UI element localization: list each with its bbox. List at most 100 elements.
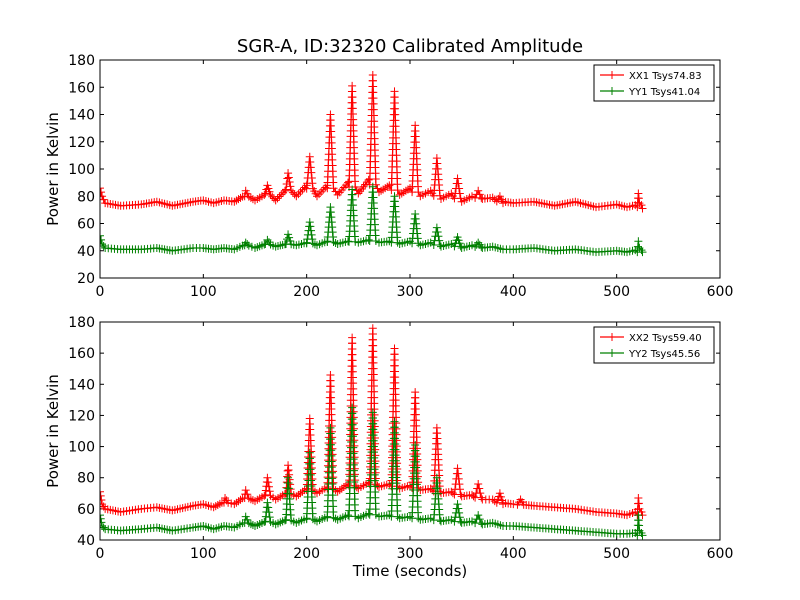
data-point [455, 189, 464, 198]
x-tick-label: 300 [397, 546, 424, 562]
data-point [100, 496, 106, 505]
data-point [263, 498, 272, 507]
data-point [474, 511, 483, 520]
data-point [100, 195, 108, 204]
legend-marker [608, 87, 616, 95]
y-tick-label: 80 [77, 471, 95, 487]
data-point [100, 192, 107, 201]
data-point [305, 218, 314, 227]
data-point [393, 238, 402, 247]
data-point [277, 190, 286, 199]
y-tick-label: 120 [68, 408, 95, 424]
data-point [244, 519, 253, 528]
data-point [236, 495, 245, 504]
data-point [261, 189, 270, 198]
series-group [100, 70, 647, 257]
data-point [284, 230, 293, 239]
legend-label: YY1 Tsys41.04 [628, 87, 700, 98]
y-tick-label: 140 [68, 377, 95, 393]
figure-title: SGR-A, ID:32320 Calibrated Amplitude [237, 36, 583, 57]
data-point [306, 222, 315, 231]
data-point [100, 523, 108, 532]
chart-1: 0 100 200 300 400 500 600 20 40 60 80 100 120 140 160 1… [44, 53, 733, 300]
data-point [401, 186, 410, 195]
data-point [100, 511, 104, 520]
data-point [411, 209, 420, 218]
data-point [454, 504, 463, 513]
series-markers [100, 182, 647, 257]
data-point [100, 188, 106, 197]
data-point [428, 486, 437, 495]
y-tick-label: 160 [68, 80, 95, 96]
data-point [243, 240, 252, 249]
y-tick-label: 140 [68, 108, 95, 124]
data-point [364, 235, 373, 244]
data-point [275, 192, 284, 201]
data-point [364, 509, 373, 518]
data-point [215, 499, 224, 508]
data-point [241, 486, 250, 495]
data-point [495, 489, 504, 498]
data-point [455, 184, 464, 193]
data-point [265, 487, 274, 496]
data-point [414, 239, 423, 248]
data-point [454, 474, 463, 483]
y-axis-label: Power in Kelvin [44, 112, 62, 226]
data-point [412, 224, 421, 233]
data-point [284, 466, 293, 475]
data-point [381, 184, 390, 193]
data-point [213, 501, 222, 510]
data-point [634, 493, 643, 502]
series-group [100, 324, 647, 540]
data-point [264, 503, 273, 512]
x-tick-label: 0 [96, 546, 105, 562]
data-point [344, 511, 352, 520]
data-point [383, 182, 392, 191]
data-point [433, 227, 442, 236]
data-point [244, 192, 253, 201]
x-tick-label: 400 [500, 546, 527, 562]
data-point [100, 184, 104, 193]
data-point [286, 182, 295, 191]
data-point [413, 229, 422, 238]
data-point [377, 186, 386, 195]
data-point [246, 193, 255, 202]
data-point [307, 226, 316, 235]
data-point [284, 173, 293, 182]
data-point [335, 486, 344, 495]
data-point [379, 185, 388, 194]
chart-2: 0 100 200 300 400 500 600 40 60 80 100 120 140 160 180… [44, 315, 733, 562]
data-point [455, 480, 464, 489]
legend-marker [608, 349, 616, 357]
y-tick-label: 60 [77, 502, 95, 518]
data-point [263, 473, 272, 482]
data-point [100, 518, 106, 527]
data-point [264, 482, 273, 491]
data-point [232, 196, 241, 205]
y-tick-label: 100 [68, 162, 95, 178]
data-point [434, 232, 443, 241]
data-point [413, 234, 422, 243]
data-point [337, 484, 346, 493]
data-point [476, 489, 485, 498]
data-point [331, 187, 340, 196]
data-point [308, 239, 317, 248]
data-point [246, 520, 255, 529]
data-point [261, 239, 270, 248]
data-point [329, 513, 338, 522]
data-point [100, 487, 104, 496]
data-point [385, 511, 394, 520]
plot-frame [99, 59, 721, 279]
data-point [236, 193, 245, 202]
data-point [261, 517, 270, 526]
data-point [244, 494, 253, 503]
data-point [243, 515, 252, 524]
data-point [403, 185, 412, 194]
data-point [307, 173, 316, 182]
data-point [100, 231, 104, 240]
data-point [288, 188, 297, 197]
series-markers [100, 324, 647, 520]
data-point [209, 503, 218, 512]
data-point [296, 489, 305, 498]
x-tick-label: 400 [500, 284, 527, 300]
